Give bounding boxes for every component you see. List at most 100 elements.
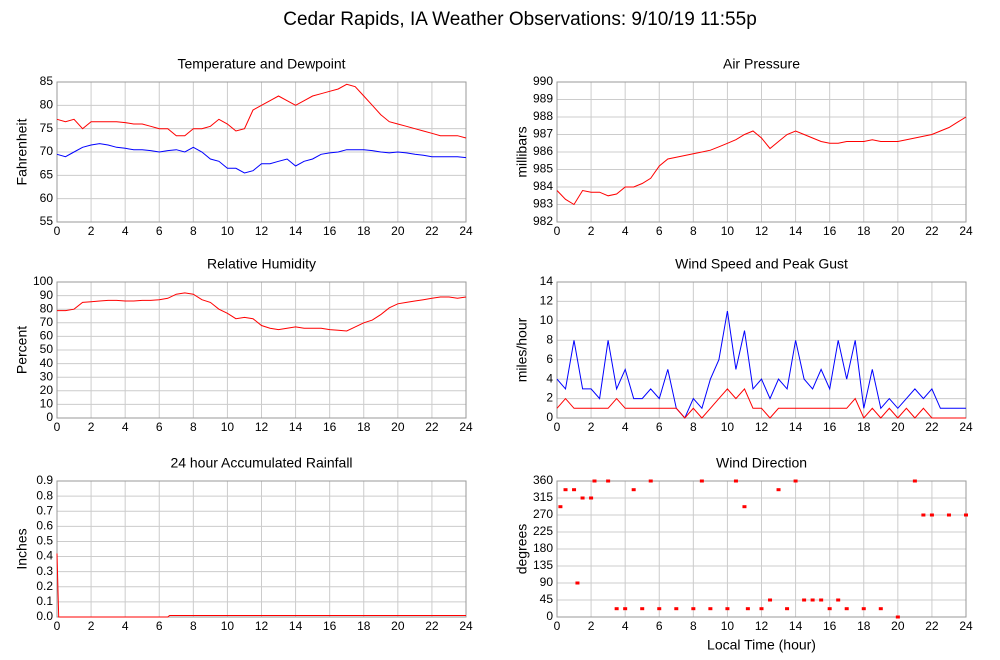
data-point — [776, 488, 781, 492]
x-tick-label: 20 — [891, 619, 905, 633]
x-tick-label: 16 — [823, 420, 837, 434]
x-tick-label: 22 — [425, 619, 439, 633]
data-point — [802, 598, 807, 602]
panel-title: Wind Speed and Peak Gust — [675, 256, 848, 272]
x-tick-label: 20 — [891, 224, 905, 238]
x-tick-label: 24 — [459, 224, 473, 238]
x-tick-label: 4 — [622, 224, 629, 238]
y-tick-label: 0.3 — [36, 564, 53, 578]
panel-title: Wind Direction — [716, 455, 807, 471]
x-tick-label: 24 — [959, 619, 973, 633]
data-point — [964, 513, 968, 517]
data-point — [572, 488, 577, 492]
y-tick-label: 0.9 — [36, 473, 53, 487]
y-axis-label: millibars — [514, 126, 530, 177]
plot-border — [556, 281, 967, 419]
data-point — [580, 496, 585, 500]
x-tick-label: 6 — [656, 619, 663, 633]
y-tick-label: 986 — [533, 144, 553, 158]
x-tick-label: 18 — [857, 224, 871, 238]
x-tick-label: 18 — [857, 619, 871, 633]
y-tick-label: 984 — [533, 179, 553, 193]
data-point — [558, 505, 563, 509]
x-tick-label: 2 — [88, 420, 95, 434]
y-tick-label: 6 — [546, 352, 553, 366]
x-tick-label: 10 — [221, 420, 235, 434]
panel-title: 24 hour Accumulated Rainfall — [170, 455, 352, 471]
data-point — [640, 607, 645, 611]
x-tick-label: 22 — [925, 224, 939, 238]
data-point — [946, 513, 951, 517]
x-tick-label: 4 — [622, 619, 629, 633]
x-tick-label: 0 — [54, 420, 61, 434]
data-line — [556, 116, 967, 206]
x-tick-label: 4 — [622, 420, 629, 434]
x-tick-label: 18 — [357, 224, 371, 238]
data-point — [768, 598, 773, 602]
data-point — [648, 479, 653, 483]
y-tick-label: 0.6 — [36, 519, 53, 533]
panel-title: Air Pressure — [723, 56, 800, 72]
y-tick-label: 0.1 — [36, 594, 53, 608]
data-point — [623, 607, 628, 611]
data-point — [614, 607, 619, 611]
x-tick-label: 18 — [357, 420, 371, 434]
y-tick-label: 988 — [533, 109, 553, 123]
y-tick-label: 983 — [533, 197, 553, 211]
y-tick-label: 0 — [46, 410, 53, 424]
data-point — [793, 479, 798, 483]
y-tick-label: 225 — [533, 524, 553, 538]
x-tick-label: 12 — [755, 420, 769, 434]
panel-title: Relative Humidity — [207, 256, 316, 272]
data-point — [878, 607, 883, 611]
y-tick-label: 8 — [546, 332, 553, 346]
x-tick-label: 22 — [925, 619, 939, 633]
x-tick-label: 0 — [554, 420, 561, 434]
y-tick-label: 982 — [533, 214, 553, 228]
data-point — [785, 607, 790, 611]
y-tick-label: 180 — [533, 541, 553, 555]
x-tick-label: 4 — [122, 224, 129, 238]
data-point — [810, 598, 815, 602]
x-tick-label: 6 — [156, 224, 163, 238]
data-line — [56, 553, 466, 618]
y-tick-label: 50 — [40, 342, 54, 356]
x-tick-label: 8 — [190, 224, 197, 238]
x-tick-label: 2 — [88, 619, 95, 633]
data-point — [819, 598, 824, 602]
x-tick-label: 10 — [221, 619, 235, 633]
y-tick-label: 2 — [546, 391, 553, 405]
y-tick-label: 0.4 — [36, 549, 53, 563]
x-tick-label: 20 — [391, 224, 405, 238]
x-axis-label: Local Time (hour) — [707, 637, 816, 653]
x-tick-label: 6 — [656, 224, 663, 238]
y-tick-label: 65 — [40, 168, 54, 182]
x-tick-label: 16 — [323, 224, 337, 238]
y-tick-label: 0.8 — [36, 488, 53, 502]
data-point — [827, 607, 832, 611]
data-point — [836, 598, 841, 602]
y-tick-label: 90 — [540, 575, 554, 589]
x-tick-label: 24 — [459, 619, 473, 633]
y-tick-label: 70 — [40, 144, 54, 158]
x-tick-label: 16 — [323, 420, 337, 434]
y-tick-label: 90 — [40, 288, 54, 302]
x-tick-label: 8 — [690, 420, 697, 434]
x-tick-label: 0 — [54, 224, 61, 238]
x-tick-label: 12 — [755, 619, 769, 633]
x-tick-label: 16 — [823, 619, 837, 633]
x-tick-label: 0 — [54, 619, 61, 633]
x-tick-label: 12 — [255, 420, 269, 434]
x-tick-label: 24 — [959, 224, 973, 238]
y-tick-label: 135 — [533, 558, 553, 572]
y-tick-label: 14 — [540, 274, 554, 288]
y-tick-label: 985 — [533, 162, 553, 176]
x-tick-label: 18 — [857, 420, 871, 434]
x-tick-label: 10 — [721, 420, 735, 434]
y-tick-label: 0 — [546, 410, 553, 424]
y-tick-label: 45 — [540, 592, 554, 606]
data-point — [733, 479, 738, 483]
x-tick-label: 2 — [588, 224, 595, 238]
x-tick-label: 10 — [721, 619, 735, 633]
